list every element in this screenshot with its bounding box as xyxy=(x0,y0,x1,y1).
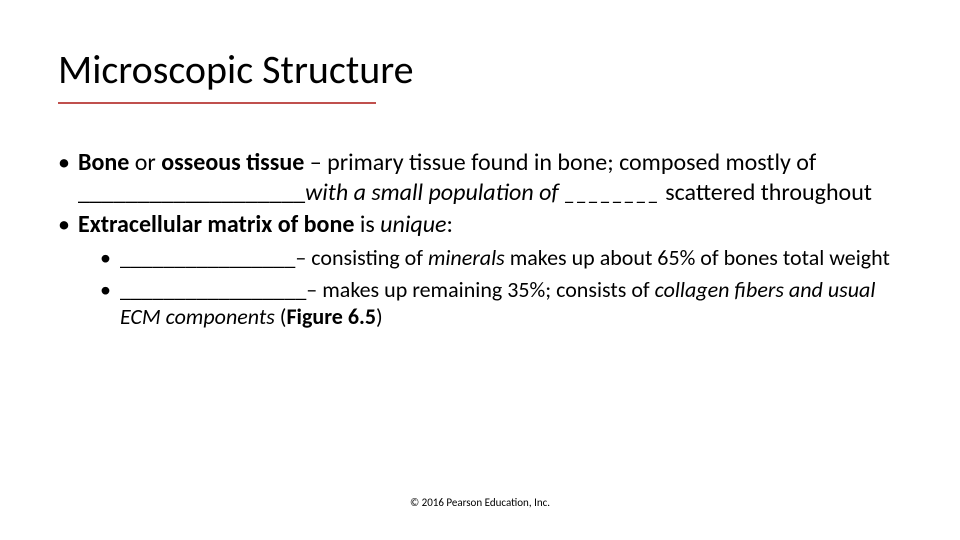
bullet-2-italic-1: unique xyxy=(380,210,446,239)
subbullet-1-italic-1: minerals xyxy=(428,244,510,271)
subbullet-2-bold-1: Figure 6.5 xyxy=(286,303,376,330)
bullet-1-bold-2: osseous tissue xyxy=(161,148,304,177)
subbullet-2-text-1: _________________– makes up remaining 35… xyxy=(120,276,655,303)
slide: Microscopic Structure Bone or osseous ti… xyxy=(0,0,960,540)
bullet-2-text-2: : xyxy=(447,210,453,239)
bullet-2-text-1: is xyxy=(354,210,380,239)
subbullet-1-text-1: ________________– consisting of xyxy=(120,244,428,271)
subbullet-2-text-2: ( xyxy=(275,303,287,330)
slide-title: Microscopic Structure xyxy=(58,48,414,92)
subbullet-2-text-3: ) xyxy=(376,303,383,330)
bullet-1: Bone or osseous tissue – primary tissue … xyxy=(58,148,902,208)
title-underline xyxy=(58,102,376,104)
slide-body: Bone or osseous tissue – primary tissue … xyxy=(58,148,902,331)
copyright-footer: © 2016 Pearson Education, Inc. xyxy=(0,496,960,509)
bullet-1-bold-1: Bone xyxy=(78,148,129,177)
bullet-1-italic-1: with a small population of ________ xyxy=(305,178,660,207)
bullet-1-text-3: scattered throughout xyxy=(660,178,872,207)
subbullet-1-text-2: makes up about 65% of bones total weight xyxy=(510,244,890,271)
bullet-2-bold-1: Extracellular matrix of bone xyxy=(78,210,354,239)
subbullet-1: ________________– consisting of minerals… xyxy=(100,244,902,272)
bullet-1-text-1: or xyxy=(129,148,161,177)
bullet-2: Extracellular matrix of bone is unique: xyxy=(58,210,902,240)
subbullet-2: _________________– makes up remaining 35… xyxy=(100,276,902,331)
